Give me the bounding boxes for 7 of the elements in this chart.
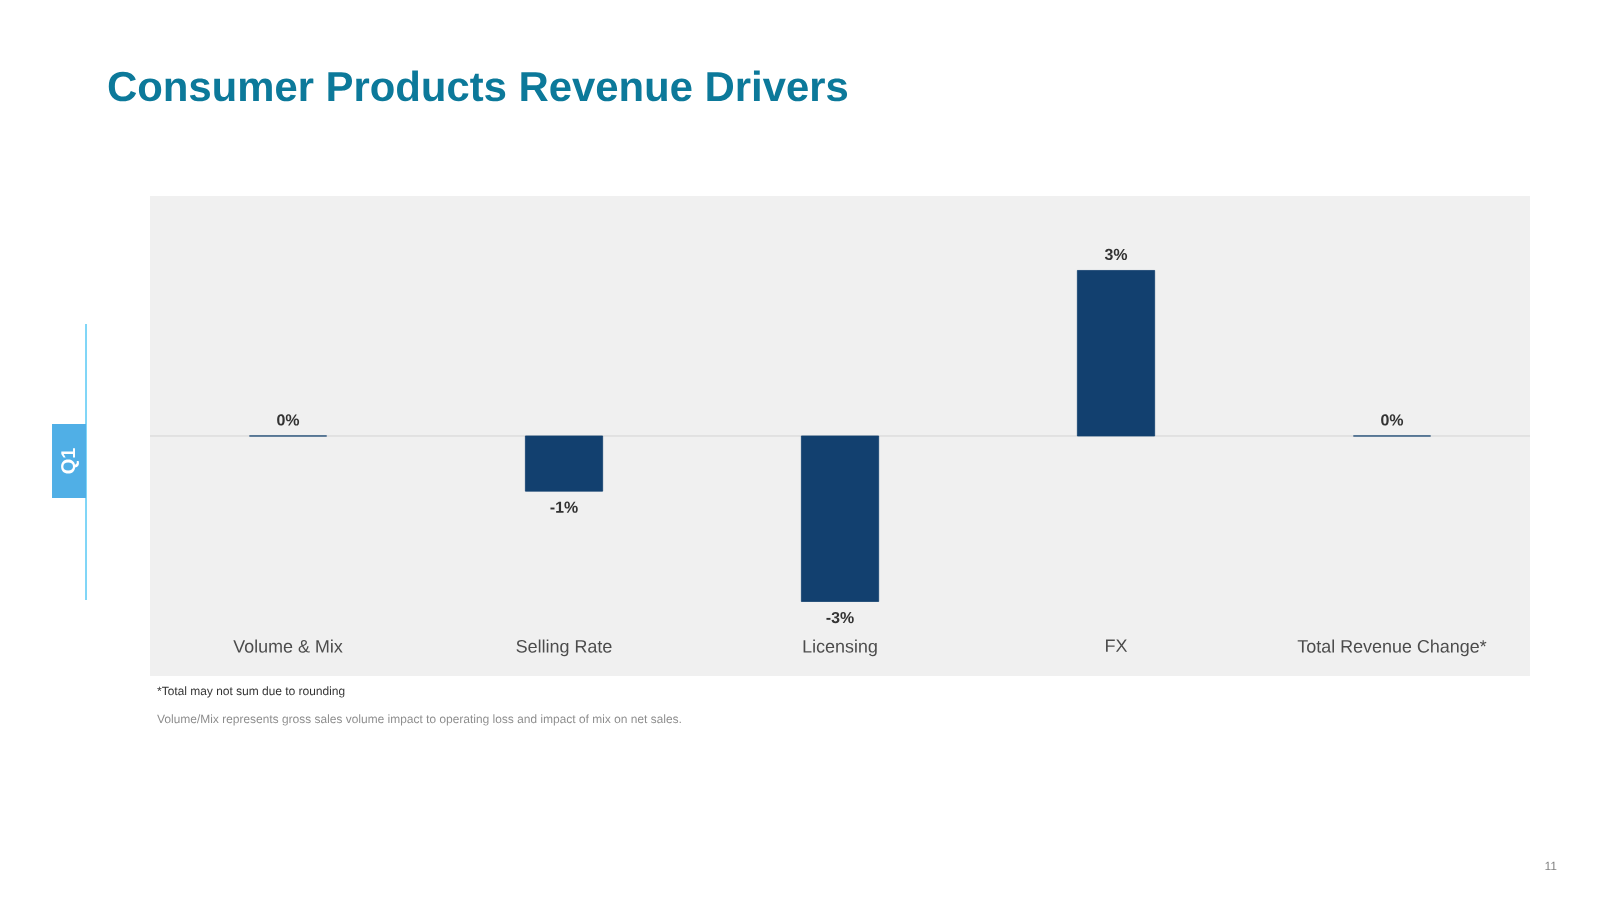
text: Q1 (61, 448, 79, 474)
x-tick-label: Licensing (803, 639, 877, 657)
x-tick-label: Selling Rate (516, 639, 612, 657)
x-tick-label: Volume & Mix (233, 639, 343, 653)
x-tick-label: Total Revenue Change* (1297, 639, 1487, 657)
x-tick-label: FX (1106, 639, 1128, 652)
chart-title: Consumer Products Revenue Drivers (108, 70, 848, 102)
